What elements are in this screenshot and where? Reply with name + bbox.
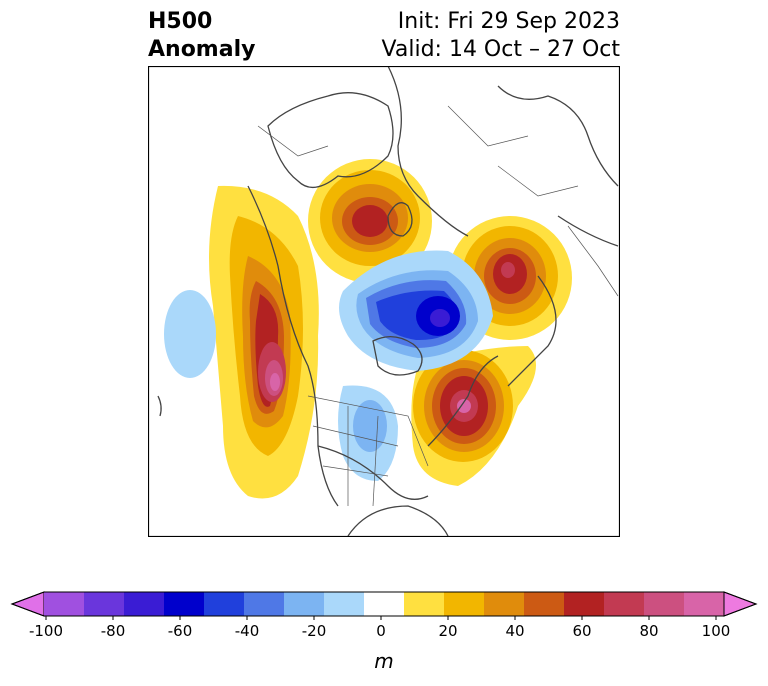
colorbar-segment <box>84 592 125 616</box>
colorbar-segment <box>484 592 525 616</box>
anomaly-map <box>148 66 620 537</box>
title-variable: H500 <box>148 9 213 34</box>
colorbar-segment <box>524 592 565 616</box>
valid-period: Valid: 14 Oct – 27 Oct <box>381 37 620 62</box>
colorbar-segment <box>164 592 205 616</box>
anomaly-npacific-trough <box>164 290 216 378</box>
colorbar-extend-high <box>723 591 758 617</box>
colorbar-tick-label: -80 <box>101 622 126 640</box>
anomaly-siberia-trough <box>339 250 493 371</box>
colorbar-segment <box>244 592 285 616</box>
colorbar-segment <box>284 592 325 616</box>
map-title-left: H500 Anomaly <box>148 8 255 64</box>
colorbar-tick-label: 40 <box>505 622 524 640</box>
colorbar-segment <box>204 592 245 616</box>
colorbar-tick-label: -40 <box>235 622 260 640</box>
colorbar-tick-label: 100 <box>702 622 731 640</box>
colorbar-segment <box>404 592 445 616</box>
colorbar-segment <box>364 592 405 616</box>
colorbar: -100 -80 -60 -40 -20 0 20 40 60 80 100 m <box>10 591 758 673</box>
init-date: Init: Fri 29 Sep 2023 <box>397 9 620 34</box>
colorbar-tick-label: -100 <box>29 622 63 640</box>
map-title-right: Init: Fri 29 Sep 2023 Valid: 14 Oct – 27… <box>382 8 620 64</box>
colorbar-segment <box>684 592 725 616</box>
title-field: Anomaly <box>148 37 256 62</box>
colorbar-segment <box>604 592 645 616</box>
anomaly-greenland-ridge <box>308 159 432 283</box>
colorbar-tick-label: 80 <box>639 622 658 640</box>
colorbar-tick-label: 60 <box>572 622 591 640</box>
anomaly-namerica-trough <box>338 385 398 481</box>
colorbar-segment <box>324 592 365 616</box>
colorbar-segment <box>644 592 685 616</box>
colorbar-tick-label: -60 <box>168 622 193 640</box>
colorbar-segments <box>10 591 758 617</box>
colorbar-tick-label: 0 <box>376 622 386 640</box>
coastlines <box>157 66 619 537</box>
colorbar-tick-label: 20 <box>438 622 457 640</box>
colorbar-tick-label: -20 <box>302 622 327 640</box>
colorbar-unit-label: m <box>374 649 393 673</box>
colorbar-segment <box>124 592 165 616</box>
colorbar-segment <box>44 592 85 616</box>
anomaly-pacific-ridge <box>209 185 319 499</box>
colorbar-ticks: -100 -80 -60 -40 -20 0 20 40 60 80 100 <box>29 616 730 640</box>
colorbar-extend-low <box>10 591 45 617</box>
colorbar-segment <box>564 592 605 616</box>
colorbar-segment <box>444 592 485 616</box>
borders <box>257 105 619 507</box>
